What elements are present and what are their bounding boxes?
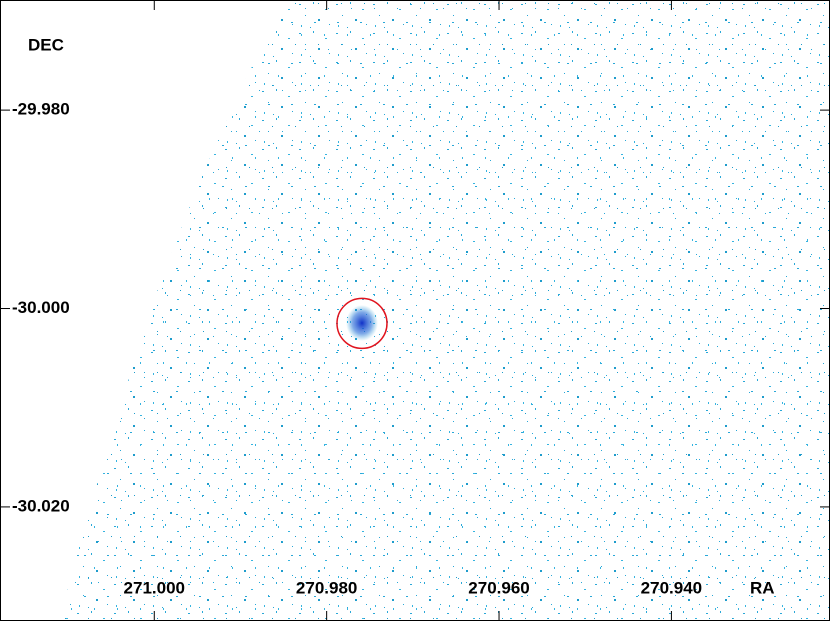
source-blob: [346, 305, 378, 341]
x-tick-label: 270.940: [641, 578, 702, 597]
y-tick-label: -30.020: [12, 496, 70, 515]
x-tick-label: 270.960: [468, 578, 529, 597]
source-region: [336, 297, 388, 350]
y-axis-label: DEC: [28, 35, 64, 54]
x-tick-label: 270.980: [296, 578, 357, 597]
y-tick-label: -29.980: [12, 100, 70, 119]
x-tick-label: 271.000: [124, 578, 185, 597]
x-axis-label: RA: [750, 578, 775, 597]
y-tick-label: -30.000: [12, 298, 70, 317]
